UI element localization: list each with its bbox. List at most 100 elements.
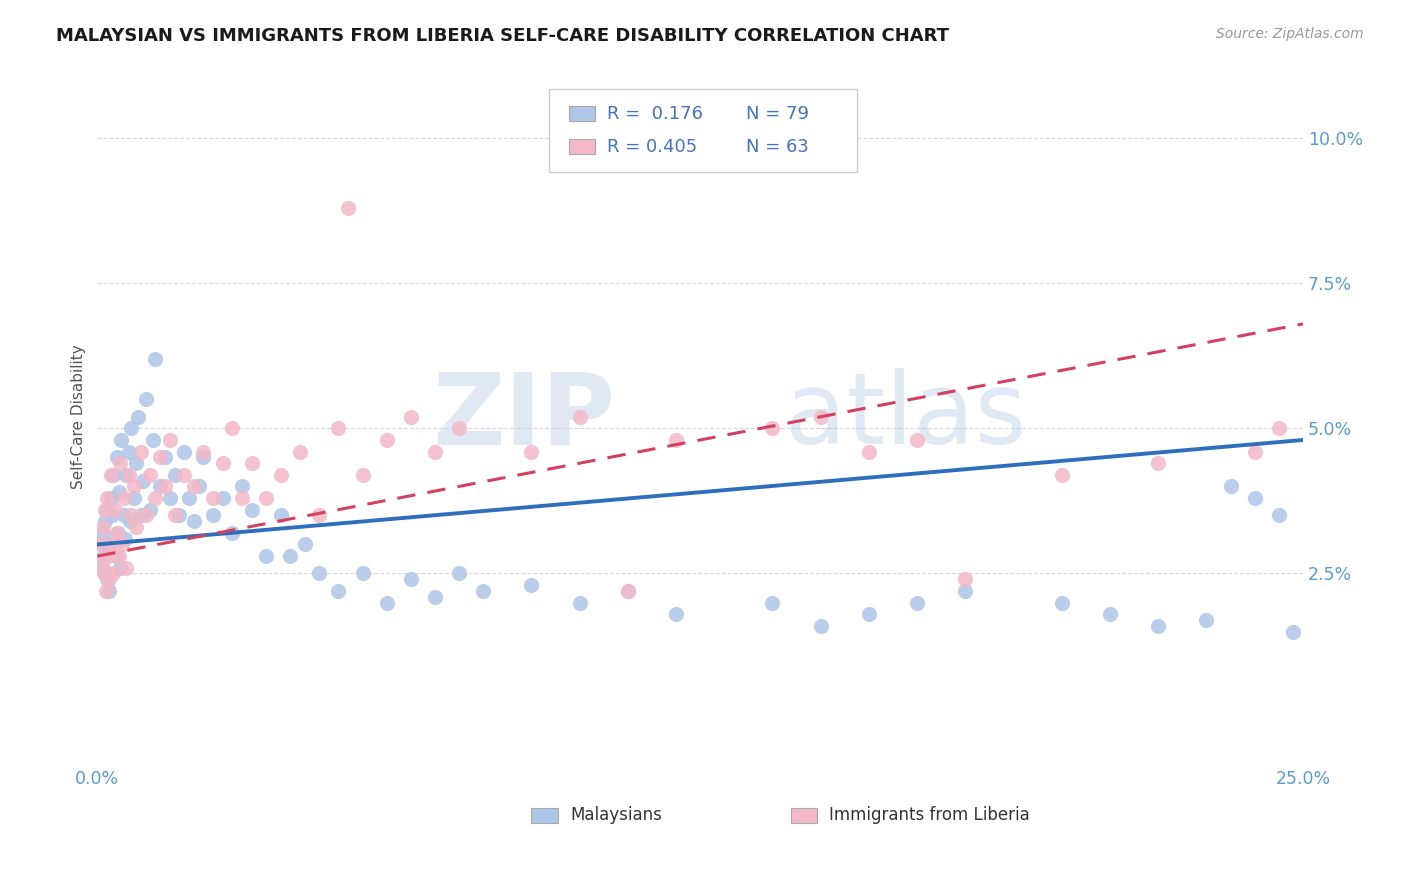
Point xyxy=(159,491,181,505)
Point xyxy=(1268,421,1291,435)
Point xyxy=(472,583,495,598)
Point xyxy=(617,583,640,598)
Point xyxy=(1050,467,1073,482)
Text: ZIP: ZIP xyxy=(433,368,616,466)
Point xyxy=(270,508,292,523)
Point xyxy=(98,583,121,598)
Point xyxy=(1050,595,1073,609)
Point xyxy=(858,444,880,458)
Point xyxy=(153,479,176,493)
Point xyxy=(352,566,374,581)
Point xyxy=(1243,444,1265,458)
Point xyxy=(568,595,591,609)
Point xyxy=(761,421,783,435)
Point xyxy=(231,491,253,505)
Point xyxy=(91,555,114,569)
Point xyxy=(202,508,225,523)
Text: Immigrants from Liberia: Immigrants from Liberia xyxy=(830,806,1029,824)
Point xyxy=(149,479,172,493)
Point xyxy=(120,514,142,528)
Point xyxy=(94,566,117,581)
Point xyxy=(447,421,470,435)
Point xyxy=(105,450,128,465)
Point xyxy=(163,467,186,482)
Point xyxy=(103,537,125,551)
Point xyxy=(905,433,928,447)
Point xyxy=(278,549,301,563)
Point xyxy=(1147,456,1170,470)
Point xyxy=(111,537,134,551)
Point xyxy=(120,421,142,435)
Point xyxy=(328,583,350,598)
Point xyxy=(90,537,112,551)
Point xyxy=(112,508,135,523)
Point xyxy=(211,456,233,470)
Point xyxy=(1219,479,1241,493)
Point xyxy=(423,444,446,458)
Point xyxy=(568,409,591,424)
Point xyxy=(132,474,155,488)
Point xyxy=(142,433,165,447)
Point xyxy=(120,508,142,523)
Point xyxy=(399,572,422,586)
Point xyxy=(108,485,131,500)
Point xyxy=(399,409,422,424)
Point xyxy=(375,433,398,447)
Point xyxy=(110,560,132,574)
Point xyxy=(183,479,205,493)
Point xyxy=(1098,607,1121,621)
Text: MALAYSIAN VS IMMIGRANTS FROM LIBERIA SELF-CARE DISABILITY CORRELATION CHART: MALAYSIAN VS IMMIGRANTS FROM LIBERIA SEL… xyxy=(56,27,949,45)
Point xyxy=(96,491,118,505)
Point xyxy=(905,595,928,609)
Point xyxy=(1243,491,1265,505)
Point xyxy=(112,491,135,505)
Point xyxy=(101,467,124,482)
Point xyxy=(254,491,277,505)
Point xyxy=(96,572,118,586)
Point xyxy=(187,479,209,493)
Text: atlas: atlas xyxy=(785,368,1026,466)
Point xyxy=(149,450,172,465)
Point xyxy=(122,491,145,505)
Point xyxy=(100,491,122,505)
Point xyxy=(107,525,129,540)
Point xyxy=(93,549,115,563)
Point xyxy=(202,491,225,505)
Point xyxy=(90,537,112,551)
Point xyxy=(143,351,166,366)
Point xyxy=(110,456,132,470)
Point xyxy=(193,444,215,458)
Point xyxy=(308,508,330,523)
Point xyxy=(118,444,141,458)
Point xyxy=(98,572,121,586)
Point xyxy=(122,479,145,493)
Point xyxy=(270,467,292,482)
Point xyxy=(163,508,186,523)
Point xyxy=(105,525,128,540)
Point xyxy=(139,467,162,482)
Point xyxy=(955,583,977,598)
Text: R =  0.176: R = 0.176 xyxy=(607,104,703,123)
Point xyxy=(375,595,398,609)
Bar xyxy=(531,807,558,822)
Point xyxy=(173,444,195,458)
Point xyxy=(94,502,117,516)
Point xyxy=(94,583,117,598)
Point xyxy=(240,502,263,516)
Point xyxy=(1195,613,1218,627)
Text: N = 63: N = 63 xyxy=(747,137,808,155)
Point xyxy=(101,508,124,523)
Point xyxy=(288,444,311,458)
Point xyxy=(221,421,243,435)
Point xyxy=(858,607,880,621)
Point xyxy=(115,560,138,574)
Point xyxy=(93,514,115,528)
Text: R = 0.405: R = 0.405 xyxy=(607,137,697,155)
Point xyxy=(129,508,152,523)
Point xyxy=(665,607,688,621)
Point xyxy=(1282,624,1305,639)
Point xyxy=(810,409,832,424)
Bar xyxy=(568,139,595,154)
Text: Malaysians: Malaysians xyxy=(569,806,662,824)
Y-axis label: Self-Care Disability: Self-Care Disability xyxy=(72,344,86,489)
